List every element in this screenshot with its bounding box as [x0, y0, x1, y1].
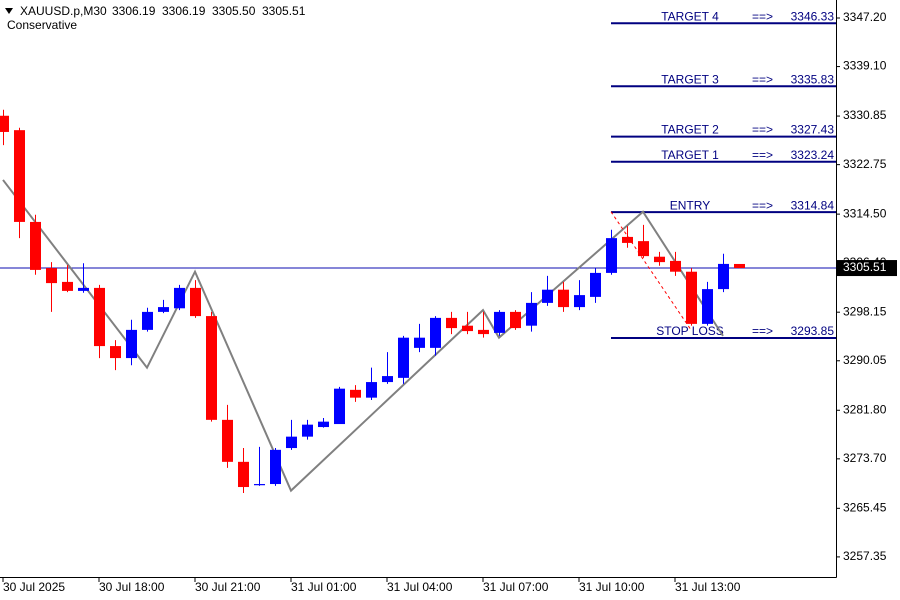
candle-body — [222, 419, 233, 462]
ohlc-close: 3305.51 — [262, 4, 306, 18]
candle-body — [254, 484, 265, 486]
current-price-label: 3305.51 — [843, 260, 887, 274]
candle-body — [526, 302, 537, 326]
candle-body — [494, 311, 505, 333]
candle-body — [654, 256, 665, 263]
level-value: 3293.85 — [791, 324, 835, 338]
candle-body — [702, 289, 713, 324]
subtitle: Conservative — [7, 18, 77, 32]
y-tick-label: 3281.80 — [843, 402, 887, 416]
candle-body — [590, 272, 601, 297]
candle-body — [606, 238, 617, 273]
level-arrow: ==> — [752, 198, 773, 212]
current-price-box — [837, 260, 897, 277]
level-name: TARGET 4 — [661, 9, 719, 23]
candle-body — [622, 236, 633, 243]
candle-body — [382, 376, 393, 383]
candle-body — [142, 311, 153, 330]
candle-body — [238, 461, 249, 488]
candle-body — [110, 346, 121, 359]
level-value: 3323.24 — [791, 148, 835, 162]
level-arrow: ==> — [752, 9, 773, 23]
candle-body — [558, 289, 569, 308]
y-tick-label: 3347.20 — [843, 10, 887, 24]
candle-body — [270, 449, 281, 485]
y-tick-label: 3339.10 — [843, 59, 887, 73]
x-tick-label: 31 Jul 01:00 — [291, 580, 357, 594]
candle-body — [78, 287, 89, 291]
candle-body — [510, 311, 521, 329]
candle-body — [686, 271, 697, 324]
candle-body — [478, 329, 489, 335]
candle-body — [542, 289, 553, 303]
y-tick-label: 3314.50 — [843, 206, 887, 220]
candle-body — [670, 260, 681, 272]
x-tick-label: 31 Jul 10:00 — [579, 580, 645, 594]
candle-body — [94, 287, 105, 347]
candle-body — [30, 221, 41, 270]
candle-body — [126, 329, 137, 359]
level-value: 3335.83 — [791, 72, 835, 86]
level-arrow: ==> — [752, 72, 773, 86]
level-name: TARGET 2 — [661, 123, 719, 137]
x-tick-label: 30 Jul 18:00 — [99, 580, 165, 594]
candle-body — [638, 241, 649, 257]
candle-body — [718, 263, 729, 290]
candle-body — [398, 337, 409, 378]
level-arrow: ==> — [752, 148, 773, 162]
candle-body — [350, 389, 361, 398]
symbol: XAUUSD.p,M30 — [20, 4, 107, 18]
candle-body — [46, 268, 57, 284]
menu-triangle[interactable] — [5, 8, 13, 14]
x-tick-label: 31 Jul 04:00 — [387, 580, 453, 594]
candle-body — [414, 337, 425, 348]
candle-body — [62, 281, 73, 291]
candle-body — [0, 115, 9, 132]
x-tick-label: 30 Jul 2025 — [3, 580, 65, 594]
candle-body — [462, 325, 473, 332]
candle-body — [446, 317, 457, 329]
zigzag-line — [2, 179, 724, 493]
candle-body — [430, 317, 441, 348]
candle-body — [206, 316, 217, 420]
candle-body — [302, 424, 313, 437]
candle-body — [734, 263, 745, 269]
y-tick-label: 3298.15 — [843, 304, 887, 318]
x-tick-label: 31 Jul 07:00 — [483, 580, 549, 594]
y-tick-label: 3290.05 — [843, 353, 887, 367]
level-value: 3346.33 — [791, 9, 835, 23]
level-name: ENTRY — [670, 198, 710, 212]
y-tick-label: 3330.85 — [843, 108, 887, 122]
x-tick-label: 31 Jul 13:00 — [675, 580, 741, 594]
ohlc-low: 3305.50 — [212, 4, 256, 18]
level-name: TARGET 1 — [661, 148, 719, 162]
level-arrow: ==> — [752, 123, 773, 137]
candle-body — [286, 436, 297, 449]
y-tick-label: 3257.35 — [843, 549, 887, 563]
y-tick-label: 3322.75 — [843, 157, 887, 171]
level-arrow: ==> — [752, 324, 773, 338]
y-tick-label: 3273.70 — [843, 451, 887, 465]
candle-body — [574, 295, 585, 308]
level-name: TARGET 3 — [661, 72, 719, 86]
y-tick-label: 3265.45 — [843, 500, 887, 514]
ohlc-open: 3306.19 — [112, 4, 156, 18]
ohlc-high: 3306.19 — [162, 4, 206, 18]
x-tick-label: 30 Jul 21:00 — [195, 580, 261, 594]
candle-body — [158, 307, 169, 312]
level-name: STOP LOSS — [656, 324, 724, 338]
level-value: 3327.43 — [791, 123, 835, 137]
candle-body — [174, 287, 185, 309]
candle-body — [14, 130, 25, 222]
candle-body — [366, 382, 377, 398]
level-value: 3314.84 — [791, 198, 835, 212]
candle-body — [190, 287, 201, 317]
candle-body — [318, 421, 329, 428]
plot: TARGET 4 ==> 3346.33 TARGET 3 ==> 3335.83 TARG… — [0, 9, 836, 494]
candle-body — [334, 388, 345, 425]
